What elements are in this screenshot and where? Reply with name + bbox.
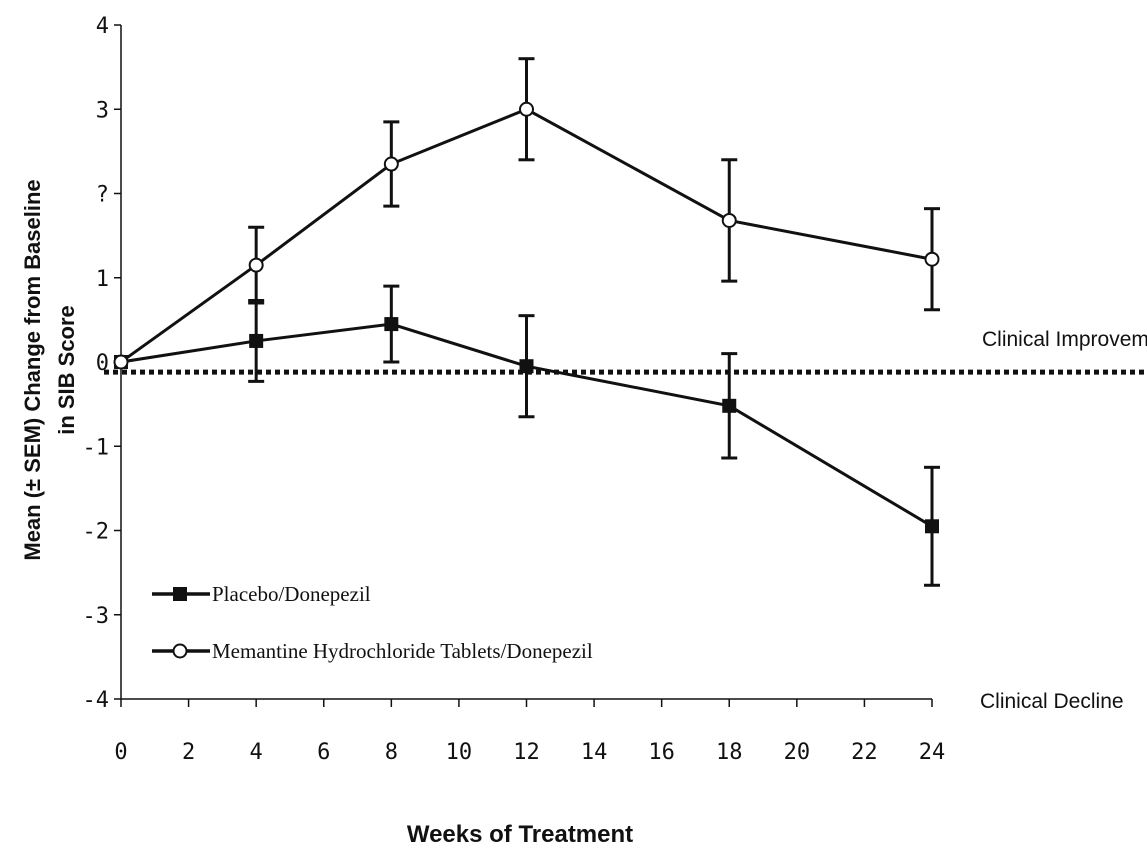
x-tick-label: 24 [919,740,946,765]
y-tick-label: 3 [96,98,109,123]
legend-marker-placebo [173,587,187,601]
y-tick-label: 1 [96,267,109,292]
axes: -4-3-2-101?340 2 4 6 8 10 12 14 16 18 20 22 24 [83,14,946,765]
series-line-placebo [120,322,933,528]
clinical-improvement-label: Clinical Improvement [982,328,1147,351]
data-point-placebo [722,398,737,413]
series-placebo [114,284,940,587]
x-tick-label: 14 [581,740,608,765]
legend-label-placebo: Placebo/Donepezil [212,582,371,606]
legend-marker-memantine [172,643,188,659]
y-tick-label: -1 [83,435,110,460]
data-point-placebo [249,333,264,348]
y-axis-title-line2: in SIB Score [54,305,79,435]
x-tick-label: 12 [513,740,540,765]
legend-item-placebo: Placebo/Donepezil [152,582,371,606]
data-point-placebo [519,359,534,374]
x-tick-label: 8 [385,740,398,765]
y-tick-label: -2 [83,520,110,545]
legend: Placebo/Donepezil Memantine Hydrochlorid… [152,582,593,663]
y-axis-title: Mean (± SEM) Change from Baseline in SIB… [20,179,79,560]
data-point-memantine [248,257,264,273]
y-tick-label: -4 [83,688,110,713]
x-tick-label: 2 [182,740,195,765]
data-point-memantine [924,251,940,267]
x-tick-label: 20 [784,740,811,765]
x-tick-label: 0 [114,740,127,765]
clinical-decline-label: Clinical Decline [980,690,1124,713]
data-point-placebo [384,317,399,332]
data-point-placebo [925,519,939,534]
y-tick-label: ? [96,183,109,208]
x-tick-label: 22 [851,740,878,765]
x-tick-label: 6 [317,740,330,765]
series-layer [113,57,940,587]
x-tick-label: 16 [648,740,675,765]
x-tick-label: 10 [446,740,473,765]
legend-label-memantine: Memantine Hydrochloride Tablets/Donepezi… [212,639,593,663]
x-axis-title: Weeks of Treatment [407,821,633,848]
series-memantine [113,57,940,370]
y-tick-label: -3 [83,604,110,629]
x-tick-label: 4 [250,740,263,765]
data-point-memantine [113,354,129,370]
x-tick-label: 18 [716,740,743,765]
data-point-memantine [519,101,534,117]
data-point-memantine [383,156,399,172]
data-point-memantine [721,212,737,228]
y-axis-title-line1: Mean (± SEM) Change from Baseline [20,179,45,560]
legend-item-memantine: Memantine Hydrochloride Tablets/Donepezi… [152,639,593,663]
series-line-memantine [120,107,933,364]
y-tick-label: 4 [96,14,109,39]
